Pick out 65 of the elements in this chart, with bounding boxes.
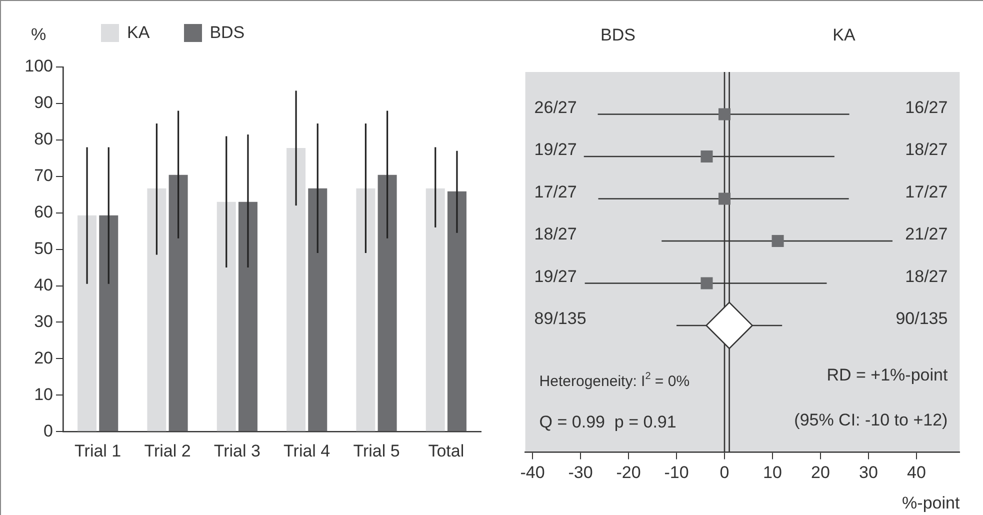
y-tick-label: 19/27 bbox=[534, 266, 577, 286]
text: BDS bbox=[600, 26, 636, 45]
x-tick-label: -10 bbox=[664, 463, 689, 482]
legend-label: BDS bbox=[210, 23, 245, 43]
x-tick-label: Total bbox=[428, 441, 464, 460]
bar bbox=[216, 202, 236, 432]
x-axis-title: %-point bbox=[902, 493, 960, 512]
y-tick-label: 90 bbox=[34, 93, 53, 112]
y2-tick-label: 17/27 bbox=[905, 182, 948, 202]
y-tick-label: 17/27 bbox=[534, 182, 577, 202]
x-tick-label: Trial 4 bbox=[284, 441, 330, 460]
x-tick-label: Trial 2 bbox=[144, 441, 191, 460]
x-tick-label: 20 bbox=[811, 463, 830, 482]
x-tick-label: 40 bbox=[907, 463, 926, 482]
bar bbox=[378, 174, 397, 432]
y-tick-label: 26/27 bbox=[534, 98, 577, 117]
y2-tick-label: 21/27 bbox=[905, 224, 948, 244]
bar bbox=[308, 188, 328, 432]
text: KA bbox=[832, 26, 856, 45]
y-tick-label: 60 bbox=[34, 202, 53, 222]
point bbox=[706, 302, 753, 350]
x-tick-label: 30 bbox=[859, 463, 878, 482]
y-tick-label: 89/135 bbox=[534, 309, 586, 328]
y-tick-label: 10 bbox=[34, 384, 53, 404]
y-axis-title: % bbox=[31, 25, 46, 45]
x-tick-label: -30 bbox=[568, 463, 593, 482]
bar bbox=[147, 188, 166, 432]
y2-tick-label: 16/27 bbox=[905, 98, 948, 117]
point bbox=[718, 192, 731, 205]
bar bbox=[99, 215, 118, 432]
x-tick-label: Trial 5 bbox=[353, 441, 400, 460]
y2-tick-label: 18/27 bbox=[905, 140, 948, 160]
bar bbox=[356, 188, 376, 432]
bar bbox=[447, 191, 466, 432]
bar bbox=[238, 202, 258, 432]
y-tick-label: 20 bbox=[34, 348, 53, 368]
y-tick-label: 0 bbox=[44, 421, 53, 440]
point bbox=[718, 108, 731, 120]
y-tick-label: 30 bbox=[34, 312, 53, 331]
y2-tick-label: 18/27 bbox=[905, 266, 948, 286]
y-tick-label: 18/27 bbox=[534, 224, 577, 244]
y-tick-label: 100 bbox=[24, 56, 53, 76]
text: (95% CI: -10 to +12) bbox=[794, 410, 948, 430]
point bbox=[700, 150, 713, 162]
point bbox=[772, 234, 784, 247]
y-tick-label: 19/27 bbox=[534, 140, 577, 160]
y2-tick-label: 90/135 bbox=[896, 309, 948, 328]
text: RD = +1%-point bbox=[826, 366, 948, 385]
y-tick-label: 80 bbox=[34, 130, 53, 149]
legend-label: KA bbox=[127, 23, 150, 43]
x-tick-label: 10 bbox=[763, 463, 782, 482]
text: Q = 0.99 p = 0.91 bbox=[539, 412, 676, 432]
x-tick-label: Trial 3 bbox=[214, 441, 260, 460]
x-tick-label: Trial 1 bbox=[74, 441, 122, 460]
point bbox=[700, 277, 713, 290]
y-tick-label: 50 bbox=[34, 238, 53, 258]
bar bbox=[426, 188, 445, 432]
bar bbox=[286, 148, 306, 432]
y-tick-label: 40 bbox=[34, 275, 53, 294]
bar bbox=[168, 174, 188, 432]
y-tick-label: 70 bbox=[34, 166, 53, 186]
x-tick-label: -40 bbox=[520, 463, 545, 482]
bar bbox=[78, 215, 97, 432]
x-tick-label: -20 bbox=[616, 463, 641, 482]
x-tick-label: 0 bbox=[720, 463, 730, 482]
